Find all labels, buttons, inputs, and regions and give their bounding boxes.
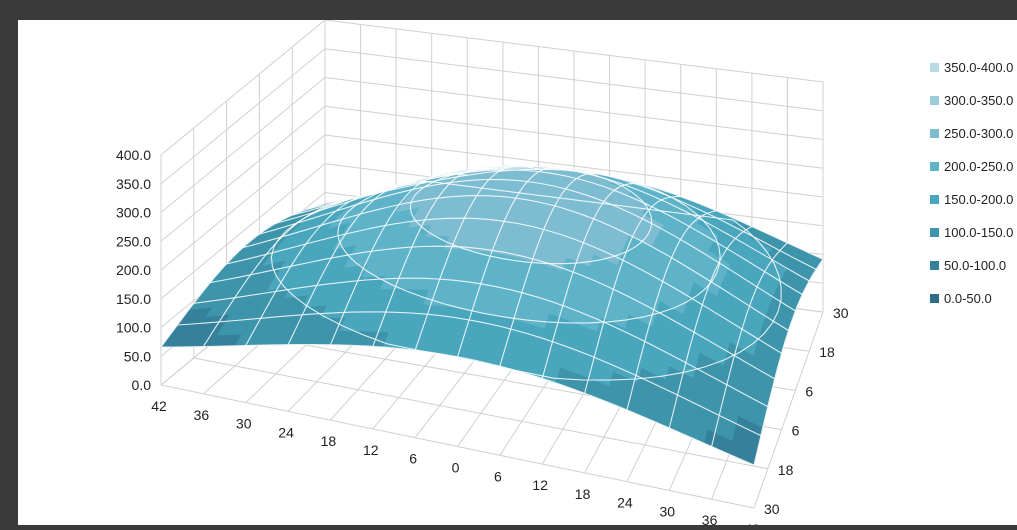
floor-gridline <box>160 384 755 509</box>
y-tick-label: 18 <box>819 344 835 360</box>
x-tick-label: 6 <box>494 468 502 484</box>
contour-line <box>270 180 782 381</box>
side-wall-gridline <box>160 20 326 156</box>
z-tick-label: 300.0 <box>116 205 151 221</box>
legend-swatch <box>930 228 939 237</box>
z-tick-label: 0.0 <box>132 377 152 393</box>
z-tick-label: 150.0 <box>116 291 151 307</box>
x-tick-label: 30 <box>660 503 676 519</box>
x-tick-label: 36 <box>194 407 210 423</box>
x-tick-label: 12 <box>532 477 548 493</box>
legend-label: 250.0-300.0 <box>944 126 1013 141</box>
legend-swatch <box>930 63 939 72</box>
surface-mesh-line <box>193 277 769 408</box>
surface-mesh-line <box>160 344 755 466</box>
chart-area: 0.0 50.0 100.0 150.0 200.0 250.0 300.0 350.0 400… <box>18 20 1017 525</box>
z-tick-label: 50.0 <box>124 348 151 364</box>
legend-swatch <box>930 195 939 204</box>
legend-label: 100.0-150.0 <box>944 225 1013 240</box>
x-tick-label: 30 <box>236 416 252 432</box>
legend-label: 150.0-200.0 <box>944 192 1013 207</box>
side-wall-gridline <box>160 77 326 213</box>
legend-label: 350.0-400.0 <box>944 60 1013 75</box>
legend-swatch <box>930 96 939 105</box>
z-tick-label: 350.0 <box>116 176 151 192</box>
legend-swatch <box>930 129 939 138</box>
x-tick-label: 24 <box>278 424 294 440</box>
floor-gridline <box>193 357 768 470</box>
surface-mesh-line <box>177 311 762 437</box>
legend-label: 0.0-50.0 <box>944 291 992 306</box>
contour-line <box>409 165 653 265</box>
surface-mesh-line <box>275 169 803 295</box>
side-wall-gridline <box>160 134 326 271</box>
surface-mesh-line <box>226 217 782 354</box>
surface-mesh-line <box>259 178 796 312</box>
y-tick-label: 30 <box>764 501 780 517</box>
surface-mesh-line <box>210 245 775 380</box>
x-tick-label: 18 <box>575 486 591 502</box>
surface-chart: 0.0 50.0 100.0 150.0 200.0 250.0 300.0 350.0 400… <box>116 20 1013 525</box>
y-tick-label: 6 <box>805 383 813 399</box>
side-wall-gridline <box>160 105 326 242</box>
z-tick-label: 200.0 <box>116 262 151 278</box>
legend-label: 50.0-100.0 <box>944 258 1006 273</box>
side-wall-gridline <box>160 163 326 300</box>
legend-swatch <box>930 261 939 270</box>
x-tick-label: 0 <box>452 460 460 476</box>
surface-patches <box>160 165 824 466</box>
x-tick-label: 42 <box>744 521 760 525</box>
legend-label: 200.0-250.0 <box>944 159 1013 174</box>
floor-gridline <box>753 311 824 509</box>
contour-line <box>337 167 721 324</box>
legend-swatch <box>930 294 939 303</box>
z-tick-label: 250.0 <box>116 233 151 249</box>
x-tick-label: 18 <box>321 433 337 449</box>
x-tick-label: 24 <box>617 495 633 511</box>
x-tick-label: 6 <box>409 451 417 467</box>
surface-mesh-line <box>242 195 789 331</box>
y-tick-label: 6 <box>792 423 800 439</box>
x-tick-label: 42 <box>151 398 167 414</box>
y-tick-label: 30 <box>833 305 849 321</box>
x-tick-label: 36 <box>702 512 718 525</box>
side-wall-gridline <box>160 48 326 185</box>
x-tick-label: 12 <box>363 442 379 458</box>
z-tick-label: 100.0 <box>116 320 151 336</box>
legend-label: 300.0-350.0 <box>944 93 1013 108</box>
y-tick-label: 18 <box>778 462 794 478</box>
z-tick-label: 400.0 <box>116 147 151 163</box>
legend-swatch <box>930 162 939 171</box>
